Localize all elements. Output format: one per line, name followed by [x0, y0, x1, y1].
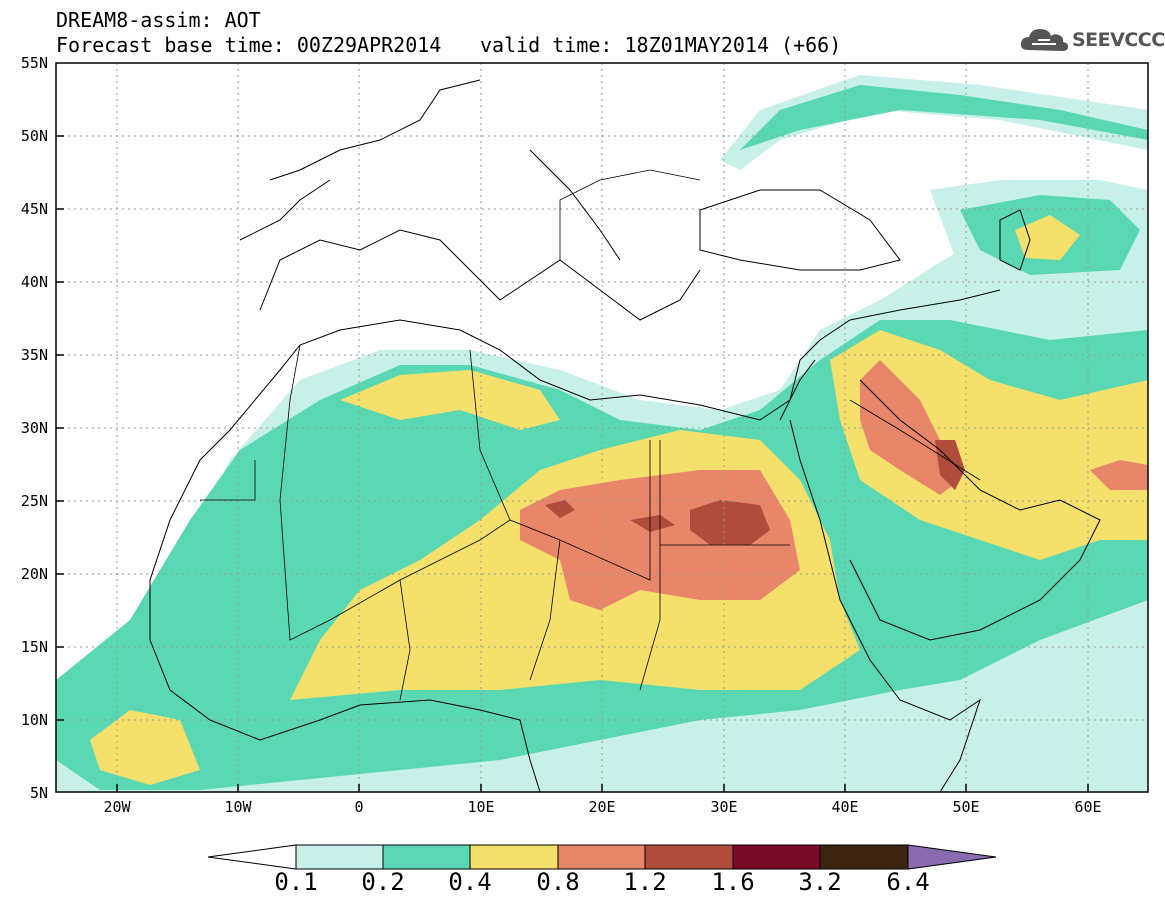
lat-label-20n: 20N [20, 565, 48, 583]
colorbar-box-7 [819, 844, 909, 870]
lat-label-15n: 15N [20, 638, 48, 656]
colorbar-over-arrow [907, 844, 997, 870]
colorbar-label-0.2: 0.2 [361, 868, 405, 896]
colorbar [207, 844, 997, 870]
grid-lines [56, 63, 1148, 792]
colorbar-under-arrow [207, 844, 297, 870]
axis-ticks [56, 135, 1089, 792]
colorbar-box-2 [382, 844, 471, 870]
seevccc-logo: SEEVCCC [1018, 24, 1165, 56]
lon-label-50e: 50E [952, 798, 980, 816]
colorbar-label-6.4: 6.4 [886, 868, 930, 896]
country-borders [200, 169, 981, 701]
lon-label-20e: 20E [588, 798, 616, 816]
colorbar-label-0.8: 0.8 [536, 868, 580, 896]
logo-text: SEEVCCC [1072, 29, 1165, 51]
lon-label-10w: 10W [224, 798, 252, 816]
aot-contour-1.2-mid [630, 515, 675, 532]
aot-contour-1.2-west [545, 500, 575, 518]
colorbar-label-1.2: 1.2 [623, 868, 667, 896]
colorbar-box-1 [295, 844, 384, 870]
aot-contour-0.8-gulf [1090, 460, 1148, 490]
cloud-icon [1020, 29, 1069, 51]
valid-time: valid time: 18Z01MAY2014 (+66) [480, 33, 842, 57]
aot-contour-0.4-caspian [1015, 215, 1080, 260]
lon-label-60e: 60E [1074, 798, 1102, 816]
aot-contour-0.4-nw [340, 370, 560, 430]
lon-label-0: 0 [354, 798, 364, 816]
lon-label-40e: 40E [831, 798, 859, 816]
lon-label-30e: 30E [710, 798, 738, 816]
lat-label-10n: 10N [20, 711, 48, 729]
lon-label-10e: 10E [467, 798, 495, 816]
map-title: DREAM8-assim: AOT [56, 8, 261, 32]
lat-label-25n: 25N [20, 492, 48, 510]
colorbar-box-5 [644, 844, 734, 870]
aot-contour-0.4-arabia [830, 330, 1148, 560]
lat-label-5n: 5N [29, 784, 48, 802]
lat-label-40n: 40N [20, 273, 48, 291]
lat-label-30n: 30N [20, 419, 48, 437]
lat-label-50n: 50N [20, 127, 48, 145]
colorbar-label-0.1: 0.1 [274, 868, 318, 896]
lon-label-20w: 20W [103, 798, 131, 816]
colorbar-box-3 [469, 844, 559, 870]
aot-contour-0.2-north [740, 85, 1148, 150]
lat-label-55n: 55N [20, 54, 48, 72]
colorbar-label-3.2: 3.2 [798, 868, 842, 896]
forecast-base-time: Forecast base time: 00Z29APR2014 [56, 33, 442, 57]
colorbar-label-0.4: 0.4 [448, 868, 492, 896]
aot-contour-1.2 [690, 500, 770, 545]
lat-label-45n: 45N [20, 200, 48, 218]
colorbar-label-1.6: 1.6 [711, 868, 755, 896]
lat-label-35n: 35N [20, 346, 48, 364]
colorbar-box-4 [557, 844, 646, 870]
colorbar-box-6 [732, 844, 821, 870]
coastlines [149, 79, 1101, 793]
